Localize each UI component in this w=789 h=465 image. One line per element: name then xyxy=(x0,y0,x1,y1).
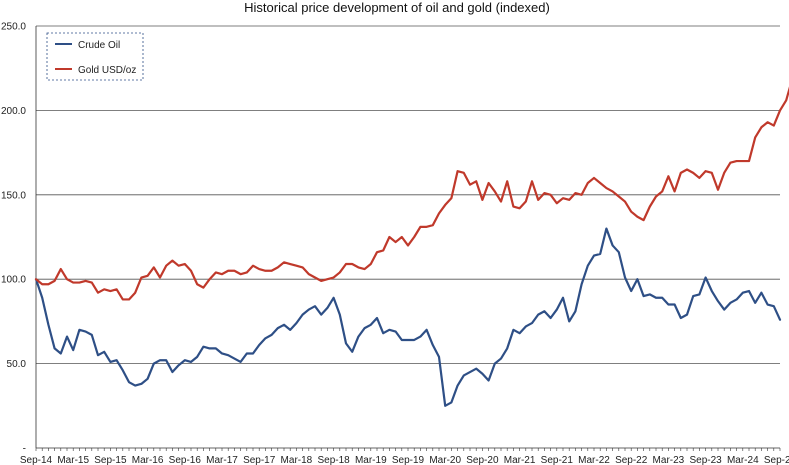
y-tick-label: 200.0 xyxy=(1,106,26,117)
y-tick-label: 100.0 xyxy=(1,275,26,286)
x-tick-label: Mar-22 xyxy=(578,455,610,465)
x-tick-label: Sep-14 xyxy=(20,455,53,465)
axes: - 50.0 100.0 150.0 200.0 250.0 Sep-14 Mar-15 Sep… xyxy=(1,22,789,465)
x-tick-label: Mar-24 xyxy=(727,455,759,465)
x-tick-label: Mar-23 xyxy=(653,455,685,465)
series-lines xyxy=(34,86,789,407)
chart-title: Historical price development of oil and … xyxy=(244,0,550,15)
legend-label-crude-oil: Crude Oil xyxy=(78,40,120,51)
legend-label-gold: Gold USD/oz xyxy=(78,65,136,76)
x-tick-label: Sep-18 xyxy=(317,455,350,465)
x-tick-label: Mar-17 xyxy=(206,455,238,465)
gridlines xyxy=(36,25,780,365)
x-tick-label: Sep-24 xyxy=(764,455,789,465)
series-line-crude-oil xyxy=(34,227,782,407)
x-tick-label: Sep-15 xyxy=(94,455,127,465)
x-tick-label: Sep-20 xyxy=(466,455,499,465)
x-tick-label: Mar-16 xyxy=(132,455,164,465)
legend-box xyxy=(46,32,144,81)
x-tick-label: Sep-16 xyxy=(169,455,202,465)
x-tick-label: Sep-19 xyxy=(392,455,425,465)
legend: Crude Oil Gold USD/oz xyxy=(46,32,144,81)
x-tick-label: Mar-15 xyxy=(57,455,89,465)
series-line-gold-usd-oz xyxy=(34,86,789,301)
x-tick-label: Sep-23 xyxy=(689,455,722,465)
x-tick-label: Mar-19 xyxy=(355,455,387,465)
x-tick-label: Sep-22 xyxy=(615,455,648,465)
x-tick-label: Mar-18 xyxy=(281,455,313,465)
y-tick-label: - xyxy=(23,444,26,455)
x-tick-label: Mar-21 xyxy=(504,455,536,465)
y-tick-label: 50.0 xyxy=(7,359,27,370)
y-tick-label: 150.0 xyxy=(1,190,26,201)
x-tick-label: Sep-21 xyxy=(541,455,574,465)
x-tick-label: Mar-20 xyxy=(429,455,461,465)
x-tick-label: Sep-17 xyxy=(243,455,276,465)
y-tick-label: 250.0 xyxy=(1,22,26,33)
